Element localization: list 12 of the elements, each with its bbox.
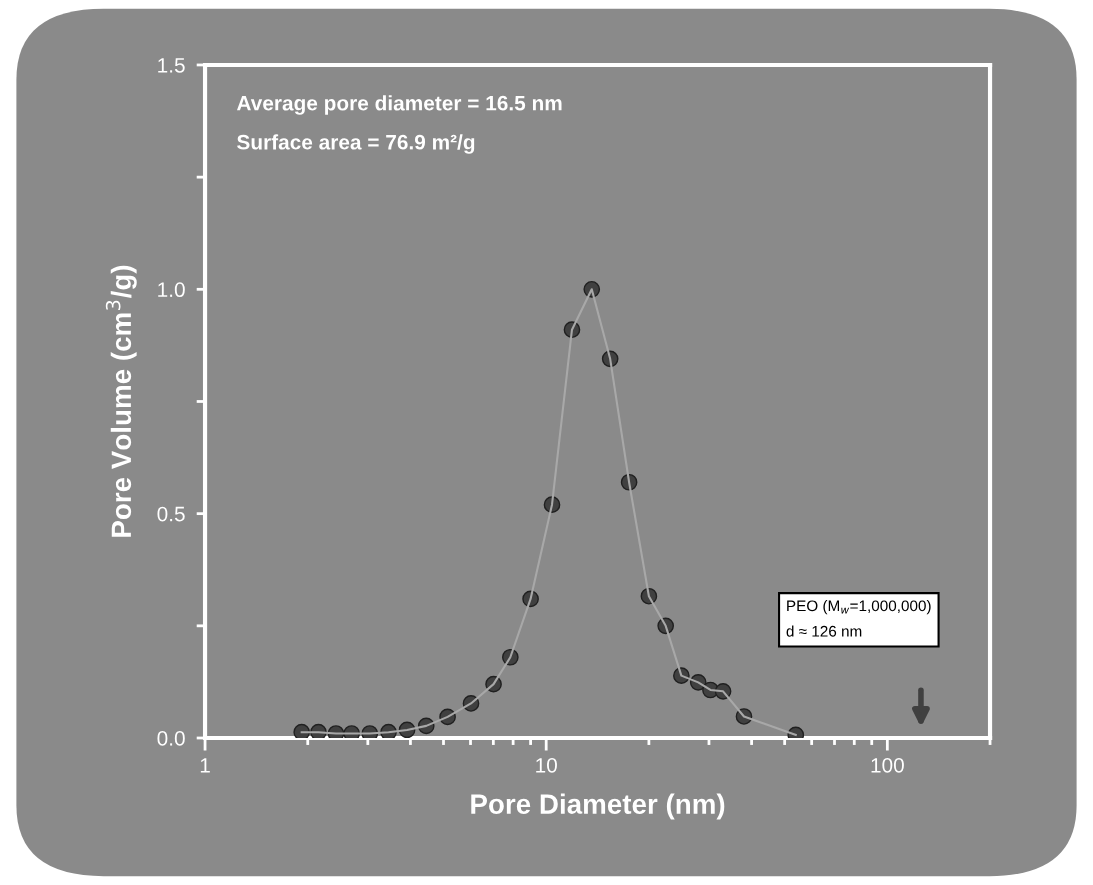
y-tick-label: 0.5 bbox=[157, 506, 185, 522]
y-tick-label: 1.5 bbox=[158, 58, 185, 73]
annotation: Surface area = 76.9 m²/g bbox=[237, 134, 475, 154]
x-axis-title: Pore Diameter (nm) bbox=[471, 793, 725, 820]
x-tick-label: 10 bbox=[536, 758, 557, 773]
x-tick-label: 100 bbox=[871, 758, 904, 773]
y-tick-label: 0.0 bbox=[157, 731, 185, 746]
annotation: Average pore diameter = 16.5 nm bbox=[236, 95, 562, 115]
y-axis-title: Pore Volume (cm$^{3}$/g) bbox=[105, 265, 137, 537]
y-tick-label: 1.0 bbox=[158, 282, 185, 298]
annotation: PEO (M$_{w}$=1,000,000) d ≈ 126 nm bbox=[786, 600, 931, 637]
x-tick-label: 1 bbox=[200, 758, 210, 773]
